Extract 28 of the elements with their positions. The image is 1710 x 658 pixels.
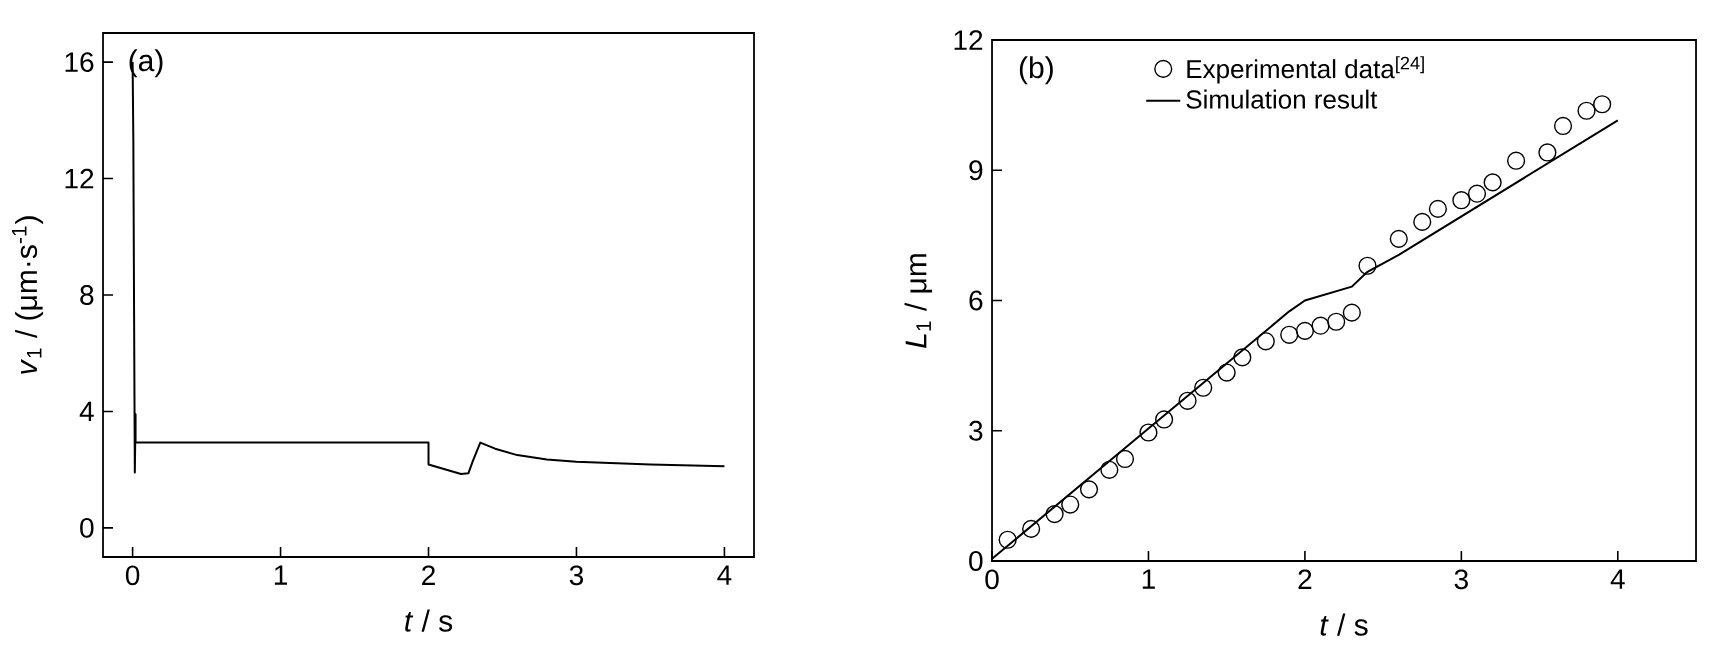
y-axis-title: v$_{1}$ / (μm·s$^{-1}$) bbox=[12, 216, 44, 374]
annotation: (b) bbox=[1019, 56, 1053, 85]
x-tick-label: 1 bbox=[274, 565, 287, 585]
annotation: (a) bbox=[129, 49, 163, 78]
y-tick-label: 16 bbox=[65, 52, 94, 73]
x-tick-label: 1 bbox=[1142, 569, 1155, 589]
y-tick-label: 0 bbox=[80, 517, 94, 538]
x-tick-label: 0 bbox=[985, 569, 999, 590]
y-tick-label: 4 bbox=[79, 401, 94, 422]
x-axis-title: t / s bbox=[1320, 613, 1368, 636]
x-tick-label: 0 bbox=[125, 565, 140, 586]
y-tick-label: 9 bbox=[969, 160, 983, 181]
y-tick-label: 12 bbox=[65, 168, 94, 189]
y-tick-label: 3 bbox=[969, 420, 983, 441]
y-axis-title: L$_{1}$ / μm bbox=[904, 254, 933, 348]
x-tick-label: 3 bbox=[569, 565, 584, 586]
x-tick-label: 2 bbox=[1298, 569, 1312, 589]
y-tick-label: 0 bbox=[969, 551, 983, 571]
y-tick-label: 12 bbox=[954, 30, 983, 50]
legend-label: Simulation result bbox=[1186, 89, 1378, 109]
y-tick-label: 6 bbox=[969, 290, 983, 311]
legend-label: Experimental data$^{[24]}$ bbox=[1187, 56, 1424, 84]
x-axis-title: t / s bbox=[405, 609, 453, 632]
x-tick-label: 3 bbox=[1454, 569, 1468, 590]
y-tick-label: 8 bbox=[80, 285, 94, 305]
x-tick-label: 2 bbox=[422, 565, 435, 585]
x-tick-label: 4 bbox=[717, 565, 732, 585]
x-tick-label: 4 bbox=[1610, 569, 1625, 589]
